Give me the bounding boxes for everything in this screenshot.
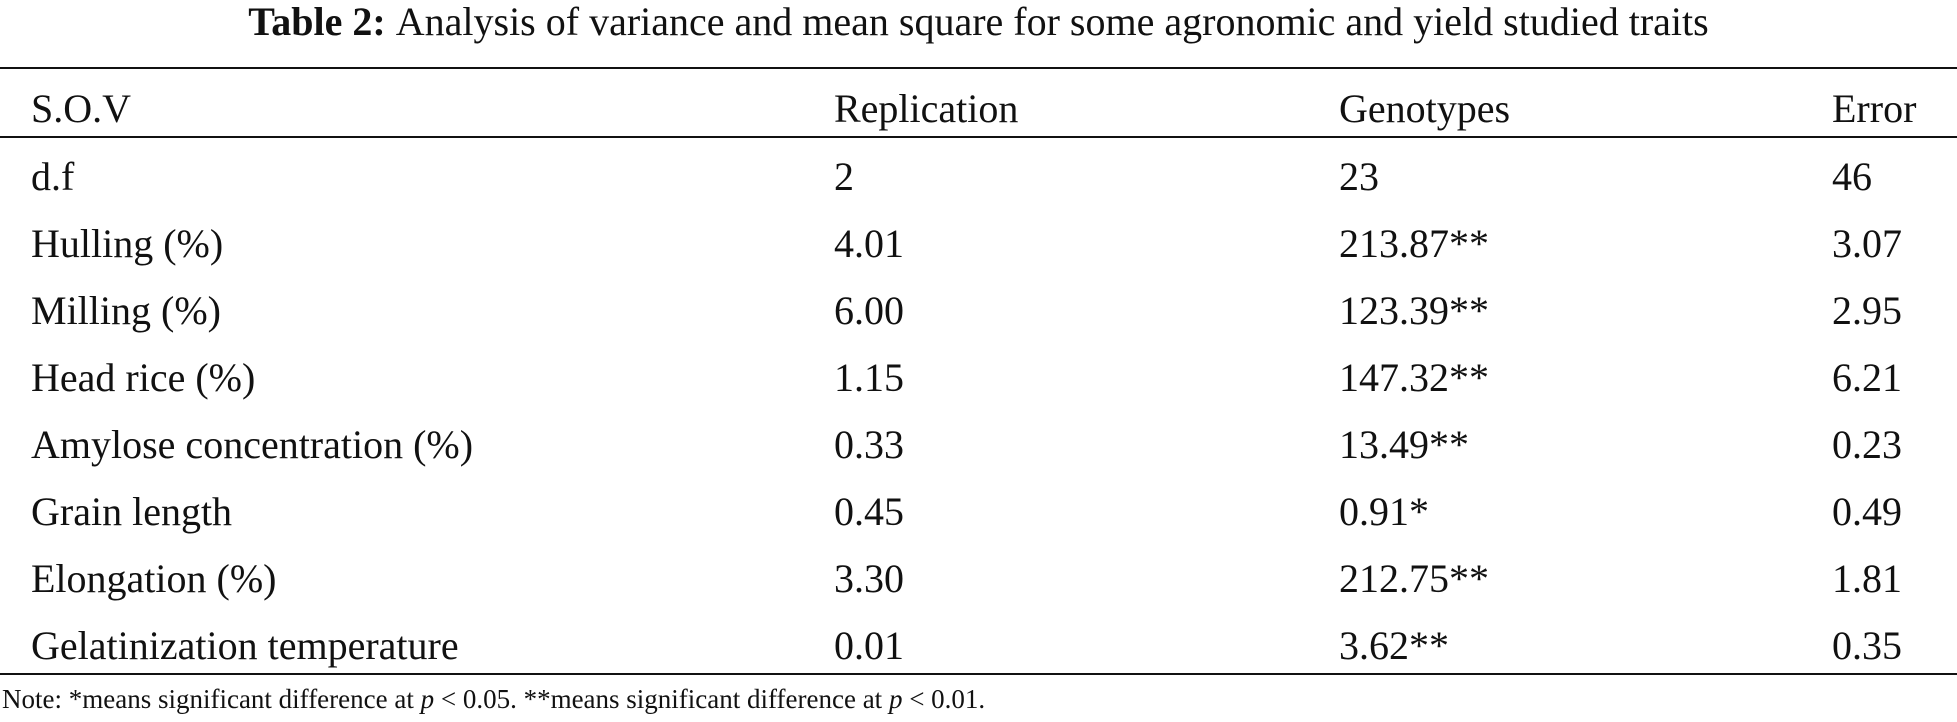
header-cell: S.O.V xyxy=(31,86,132,131)
cell-value: 46 xyxy=(1832,154,1872,199)
row-label: Hulling (%) xyxy=(31,221,224,266)
row-label: Gelatinization temperature xyxy=(31,623,459,668)
cell-value: 6.21 xyxy=(1832,355,1902,400)
note-text: < 0.01. xyxy=(902,684,986,714)
top-rule xyxy=(0,67,1957,69)
row-label: Head rice (%) xyxy=(31,355,256,400)
cell-value: 0.45 xyxy=(834,489,904,534)
cell-value: 0.91* xyxy=(1339,489,1429,534)
cell-value: 2 xyxy=(834,154,854,199)
title-text: Analysis of variance and mean square for… xyxy=(395,0,1709,44)
cell-value: 3.30 xyxy=(834,556,904,601)
row-label: d.f xyxy=(31,154,75,199)
cell-value: 213.87** xyxy=(1339,221,1489,266)
row-label: Grain length xyxy=(31,489,233,534)
cell-value: 0.49 xyxy=(1832,489,1902,534)
cell-value: 23 xyxy=(1339,154,1379,199)
table-title: Table 2: Analysis of variance and mean sq… xyxy=(0,0,1957,44)
table-note: Note: *means significant difference at p… xyxy=(2,683,985,715)
cell-value: 0.01 xyxy=(834,623,904,668)
cell-value: 1.15 xyxy=(834,355,904,400)
cell-value: 4.01 xyxy=(834,221,904,266)
cell-value: 147.32** xyxy=(1339,355,1489,400)
bottom-rule xyxy=(0,673,1957,675)
cell-value: 3.07 xyxy=(1832,221,1902,266)
cell-value: 123.39** xyxy=(1339,288,1489,333)
row-label: Amylose concentration (%) xyxy=(31,422,474,467)
cell-value: 0.35 xyxy=(1832,623,1902,668)
header-rule xyxy=(0,136,1957,138)
cell-value: 3.62** xyxy=(1339,623,1449,668)
note-text: < 0.05. **means significant difference a… xyxy=(434,684,889,714)
cell-value: 1.81 xyxy=(1832,556,1902,601)
title-label: Table 2: xyxy=(248,0,386,44)
header-cell: Replication xyxy=(834,86,1019,131)
header-cell: Error xyxy=(1832,86,1917,131)
header-cell: Genotypes xyxy=(1339,86,1511,131)
note-italic: p xyxy=(420,684,435,714)
cell-value: 6.00 xyxy=(834,288,904,333)
note-italic: p xyxy=(888,684,903,714)
cell-value: 0.33 xyxy=(834,422,904,467)
note-text: Note: *means significant difference at xyxy=(2,684,421,714)
cell-value: 13.49** xyxy=(1339,422,1469,467)
row-label: Elongation (%) xyxy=(31,556,277,601)
cell-value: 2.95 xyxy=(1832,288,1902,333)
cell-value: 0.23 xyxy=(1832,422,1902,467)
row-label: Milling (%) xyxy=(31,288,221,333)
cell-value: 212.75** xyxy=(1339,556,1489,601)
